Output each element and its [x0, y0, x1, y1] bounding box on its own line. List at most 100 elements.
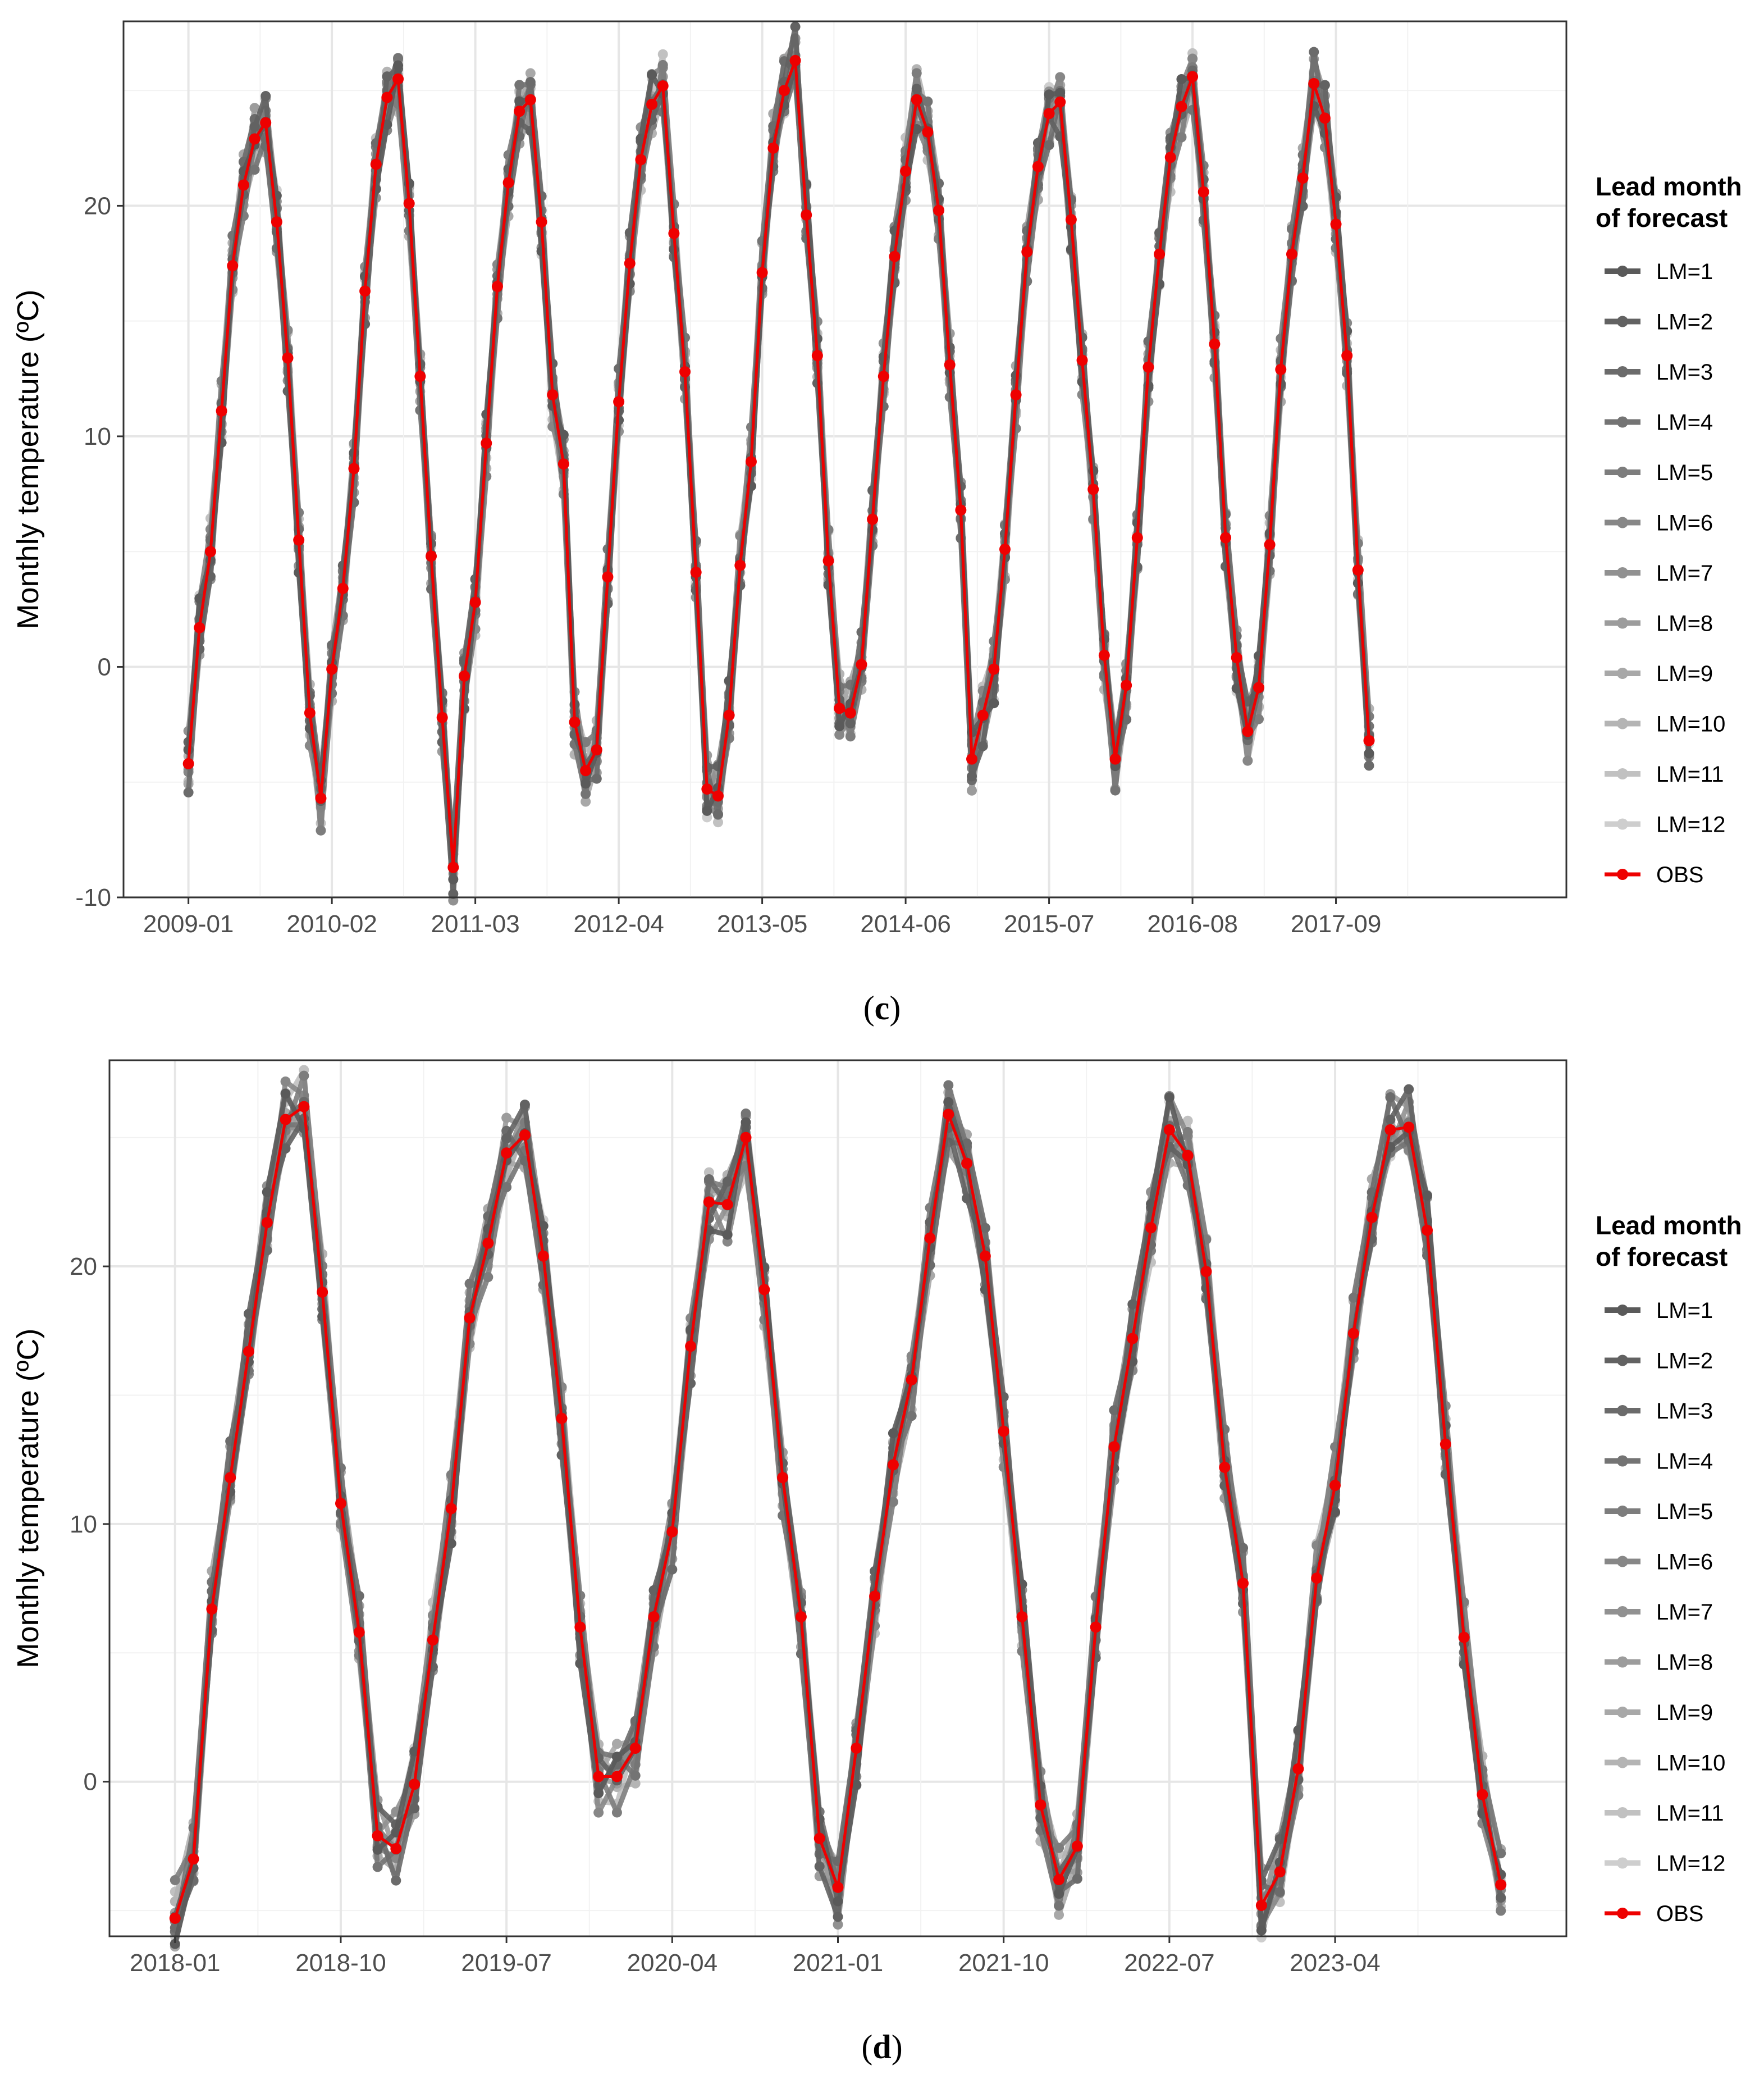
obs-point [1016, 1611, 1028, 1623]
obs-point [188, 1853, 199, 1865]
data-point [630, 1770, 641, 1781]
obs-point [703, 1196, 715, 1208]
obs-point [426, 550, 437, 562]
obs-point [740, 1132, 752, 1143]
legend-label: LM=8 [1656, 612, 1713, 636]
legend-item: LM=9 [1605, 1700, 1713, 1725]
x-tick-label: 2021-10 [958, 1949, 1049, 1977]
obs-point [315, 792, 327, 804]
data-point [977, 741, 988, 751]
obs-point [169, 1912, 181, 1924]
legend-item: LM=2 [1605, 310, 1713, 335]
series-obs [169, 1101, 1507, 1924]
obs-point [745, 456, 757, 468]
data-point [575, 1658, 586, 1669]
obs-point [922, 126, 934, 138]
obs-point [613, 396, 625, 408]
data-point [741, 1117, 751, 1128]
obs-point [282, 352, 294, 364]
data-point [1044, 89, 1054, 100]
data-point [878, 352, 889, 362]
obs-point [445, 1503, 457, 1515]
obs-point [789, 54, 801, 66]
obs-point [924, 1232, 936, 1244]
obs-point [491, 281, 503, 293]
obs-point [304, 707, 316, 719]
obs-point [887, 1459, 899, 1471]
axes: -10 0 10 20 2009-01 2010-02 2011-03 2012-04 2013… [75, 192, 1381, 938]
legend-key-point [1617, 617, 1628, 629]
chart-panel-d: 0 10 20 2018-01 2018-10 2019-07 2020-04 2021-01… [11, 1059, 1742, 2065]
data-point [943, 1097, 954, 1107]
obs-line [187, 59, 1370, 869]
obs-point [767, 142, 779, 154]
legend-key-point [1617, 1757, 1628, 1768]
obs-point [1164, 152, 1176, 163]
legend-label: OBS [1656, 863, 1703, 887]
obs-point [1458, 1631, 1470, 1643]
x-tick-label: 2009-01 [143, 910, 234, 938]
data-point [514, 80, 525, 90]
x-tick-label: 2023-04 [1290, 1949, 1380, 1977]
obs-point [690, 567, 702, 578]
legend-item: LM=6 [1605, 1550, 1713, 1575]
data-point [372, 1862, 383, 1872]
legend-key-point [1617, 668, 1628, 679]
data-point [657, 60, 668, 70]
data-point [249, 121, 260, 132]
data-point [591, 773, 602, 784]
obs-point [1275, 363, 1287, 375]
legend-key-point [1617, 366, 1628, 377]
plot-border [122, 20, 1568, 899]
legend-item: LM=12 [1605, 813, 1725, 837]
data-point [581, 796, 591, 807]
data-point [1256, 1932, 1267, 1943]
data-point [967, 785, 977, 796]
obs-point [712, 790, 724, 802]
obs-point [243, 1346, 254, 1357]
data-point [906, 1411, 917, 1421]
obs-point [1053, 1874, 1065, 1886]
data-point [299, 1070, 309, 1081]
data-point [834, 721, 845, 732]
x-tick-label: 2018-01 [130, 1949, 220, 1977]
obs-point [1220, 532, 1232, 544]
obs-point [1308, 77, 1320, 89]
data-point [393, 60, 404, 71]
legend-label: LM=5 [1656, 1499, 1713, 1524]
obs-point [1274, 1866, 1286, 1878]
legend-label: LM=10 [1656, 1751, 1725, 1776]
data-point [514, 96, 525, 107]
legend-label: LM=11 [1656, 1801, 1724, 1826]
legend-label: LM=6 [1656, 511, 1713, 536]
legend-label: LM=4 [1656, 411, 1713, 435]
obs-point [1363, 735, 1375, 746]
obs-point [679, 366, 691, 377]
obs-point [1043, 108, 1055, 120]
data-point [1385, 1092, 1396, 1103]
legend-item: LM=4 [1605, 1449, 1713, 1474]
x-tick-label: 2014-06 [860, 910, 950, 938]
x-tick-label: 2021-01 [793, 1949, 883, 1977]
data-point [1319, 80, 1330, 90]
data-point [1253, 714, 1264, 724]
legend-item: LM=7 [1605, 561, 1713, 586]
obs-point [1439, 1438, 1451, 1450]
obs-point [851, 1743, 862, 1754]
obs-point [1200, 1266, 1212, 1278]
legend-item: LM=10 [1605, 712, 1725, 737]
x-tick-label: 2019-07 [461, 1949, 551, 1977]
legend-key-point [1617, 1908, 1628, 1919]
data-point [280, 1088, 291, 1099]
data-point [501, 1112, 512, 1123]
legend-label: LM=5 [1656, 460, 1713, 485]
obs-point [557, 458, 569, 470]
y-axis-label: Monthly temperature (ºC) [11, 1329, 45, 1668]
data-point [1496, 1905, 1506, 1916]
data-point [1044, 140, 1054, 151]
obs-point [1347, 1328, 1359, 1339]
obs-point [1242, 726, 1254, 737]
data-point [536, 246, 547, 257]
legend-key-point [1617, 1556, 1628, 1567]
